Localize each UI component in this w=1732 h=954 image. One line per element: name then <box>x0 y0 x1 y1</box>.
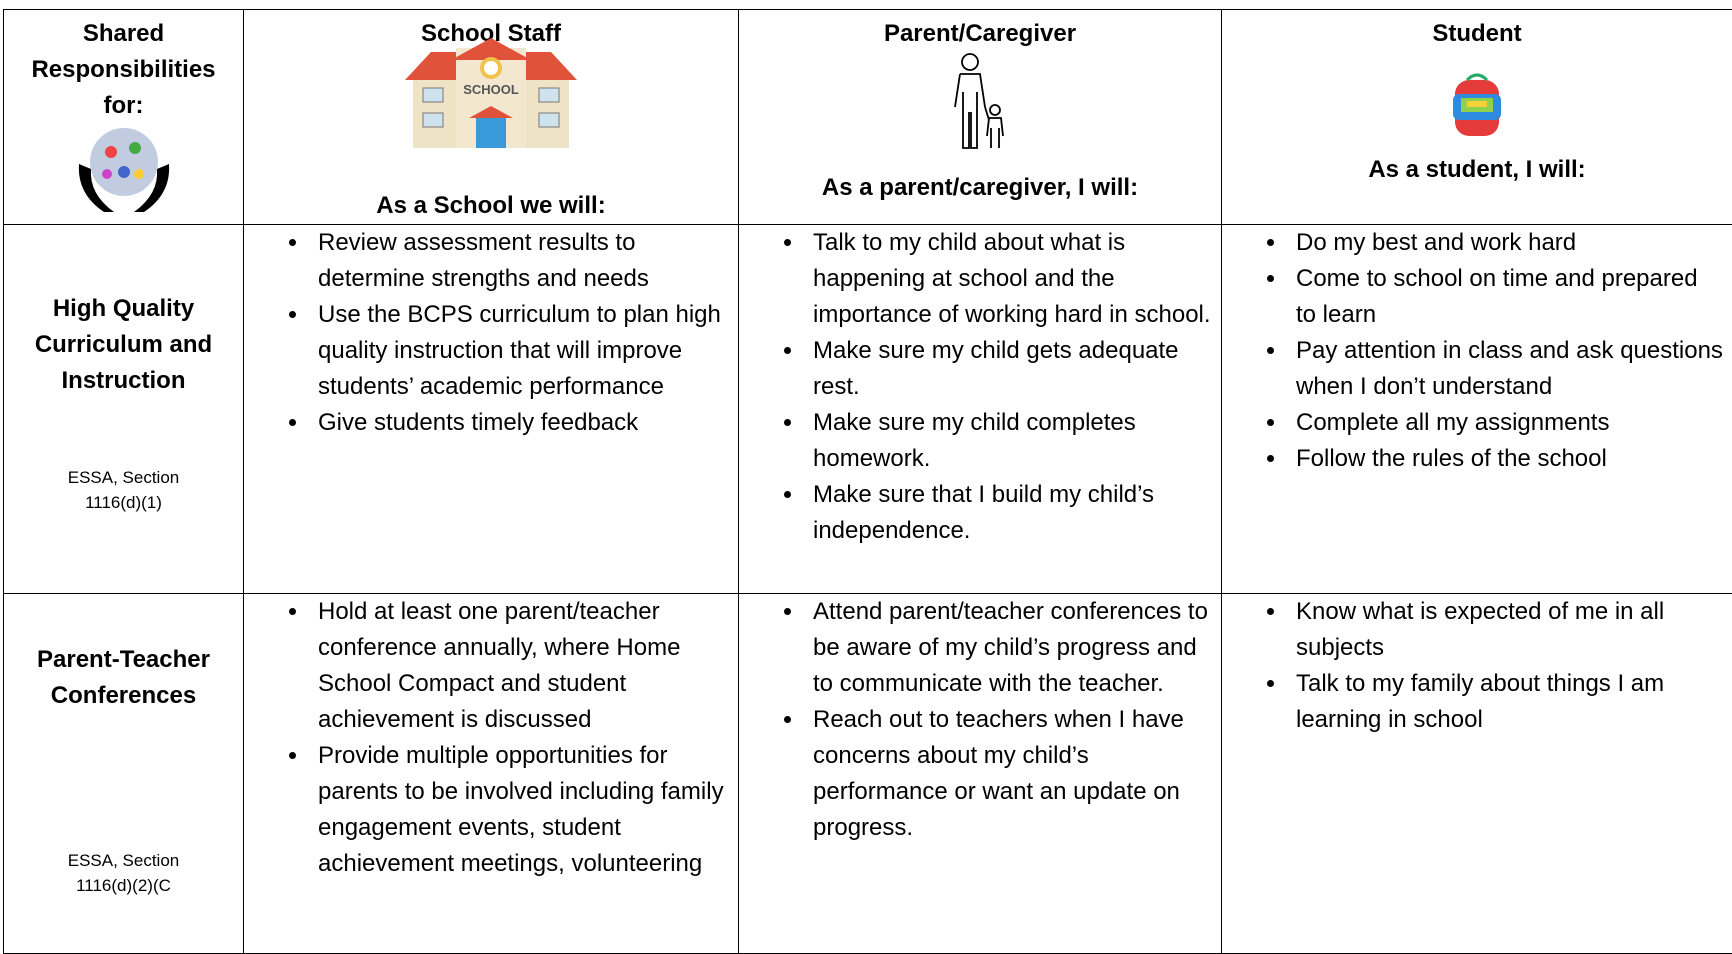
row-label: Parent-Teacher Conferences <box>4 594 243 714</box>
parent-icon <box>945 52 1015 152</box>
bullet-item: Make sure my child gets adequate rest. <box>805 333 1213 405</box>
bullet-list: Do my best and work hardCome to school o… <box>1222 225 1732 477</box>
bullet-item: Do my best and work hard <box>1288 225 1724 261</box>
row-label: High Quality Curriculum and Instruction <box>4 225 243 399</box>
bullet-item: Pay attention in class and ask questions… <box>1288 333 1724 405</box>
bullet-cell: Review assessment results to determine s… <box>244 225 739 594</box>
bullet-item: Provide multiple opportunities for paren… <box>310 738 730 882</box>
compact-table: Shared Responsibilities for: School Staf… <box>3 9 1732 954</box>
bullet-item: Attend parent/teacher conferences to be … <box>805 594 1213 702</box>
bullet-list: Review assessment results to determine s… <box>244 225 738 441</box>
bullet-item: Follow the rules of the school <box>1288 441 1724 477</box>
school-sign: SCHOOL <box>463 82 519 97</box>
bullet-item: Come to school on time and prepared to l… <box>1288 261 1724 333</box>
bullet-cell: Attend parent/teacher conferences to be … <box>739 594 1222 954</box>
bullet-item: Make sure my child completes homework. <box>805 405 1213 477</box>
bullet-item: Hold at least one parent/teacher confere… <box>310 594 730 738</box>
student-header: Student As a student, I will: <box>1222 10 1732 225</box>
header-row: Shared Responsibilities for: School Staf… <box>4 10 1732 225</box>
bullet-item: Talk to my family about things I am lear… <box>1288 666 1724 738</box>
bullet-cell: Talk to my child about what is happening… <box>739 225 1222 594</box>
bullet-item: Complete all my assignments <box>1288 405 1724 441</box>
parent-header: Parent/Caregiver As a parent/caregiver, … <box>739 10 1222 225</box>
bullet-list: Know what is expected of me in all subje… <box>1222 594 1732 738</box>
bullet-list: Talk to my child about what is happening… <box>739 225 1221 549</box>
school-icon: SCHOOL <box>391 38 591 148</box>
row-citation: ESSA, Section 1116(d)(2)(C <box>4 848 243 898</box>
bullet-cell: Do my best and work hardCome to school o… <box>1222 225 1732 594</box>
bullet-list: Attend parent/teacher conferences to be … <box>739 594 1221 846</box>
row-citation: ESSA, Section 1116(d)(1) <box>4 465 243 515</box>
column-subtitle: As a parent/caregiver, I will: <box>739 174 1221 202</box>
hands-icon <box>69 124 179 214</box>
staff-header: School Staff SCHOOL As a School we will: <box>244 10 739 225</box>
bullet-list: Hold at least one parent/teacher confere… <box>244 594 738 882</box>
column-title: Student <box>1222 16 1732 52</box>
corner-text: Shared Responsibilities for: <box>4 16 243 124</box>
bullet-item: Make sure that I build my child’s indepe… <box>805 477 1213 549</box>
bullet-item: Give students timely feedback <box>310 405 730 441</box>
bullet-item: Reach out to teachers when I have concer… <box>805 702 1213 846</box>
bullet-item: Use the BCPS curriculum to plan high qua… <box>310 297 730 405</box>
bullet-cell: Know what is expected of me in all subje… <box>1222 594 1732 954</box>
bullet-item: Review assessment results to determine s… <box>310 225 730 297</box>
backpack-icon <box>1447 70 1507 140</box>
column-subtitle: As a student, I will: <box>1222 156 1732 184</box>
body-row: High Quality Curriculum and Instruction E… <box>4 225 1732 594</box>
bullet-cell: Hold at least one parent/teacher confere… <box>244 594 739 954</box>
bullet-item: Know what is expected of me in all subje… <box>1288 594 1724 666</box>
body-row: Parent-Teacher Conferences ESSA, Section … <box>4 594 1732 954</box>
bullet-item: Talk to my child about what is happening… <box>805 225 1213 333</box>
column-title: Parent/Caregiver <box>739 16 1221 52</box>
row-label-cell: High Quality Curriculum and Instruction E… <box>4 225 244 594</box>
row-label-cell: Parent-Teacher Conferences ESSA, Section … <box>4 594 244 954</box>
corner-cell: Shared Responsibilities for: <box>4 10 244 225</box>
column-subtitle: As a School we will: <box>244 192 738 220</box>
